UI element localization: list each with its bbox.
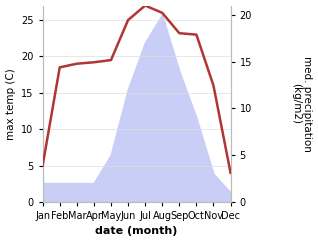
X-axis label: date (month): date (month) <box>95 227 178 236</box>
Y-axis label: max temp (C): max temp (C) <box>5 68 16 140</box>
Y-axis label: med. precipitation
(kg/m2): med. precipitation (kg/m2) <box>291 56 313 152</box>
